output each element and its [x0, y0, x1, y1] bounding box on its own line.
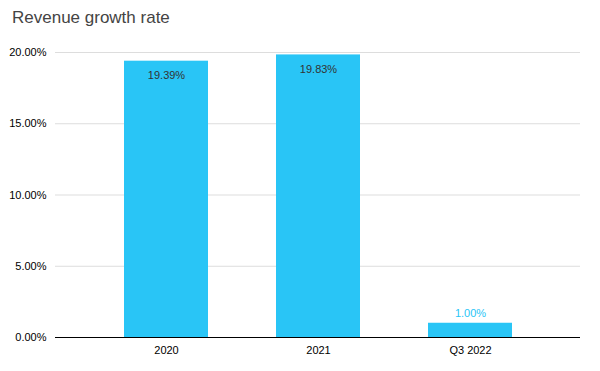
html-text:Revenue growth rate: Revenue growth rate [12, 8, 170, 27]
svg-text:15.00%: 15.00% [9, 117, 47, 129]
svg-text:10.00%: 10.00% [9, 189, 47, 201]
svg-text:20.00%: 20.00% [9, 46, 47, 58]
svg-text:19.83%: 19.83% [300, 63, 338, 75]
svg-text:0.00%: 0.00% [15, 331, 46, 343]
svg-text:Q3 2022: Q3 2022 [449, 344, 491, 356]
svg-text:1.00%: 1.00% [455, 307, 486, 319]
svg-text:19.39%: 19.39% [148, 69, 186, 81]
svg-text:2020: 2020 [154, 344, 178, 356]
svg-text:2021: 2021 [306, 344, 330, 356]
svg-text:5.00%: 5.00% [15, 260, 46, 272]
